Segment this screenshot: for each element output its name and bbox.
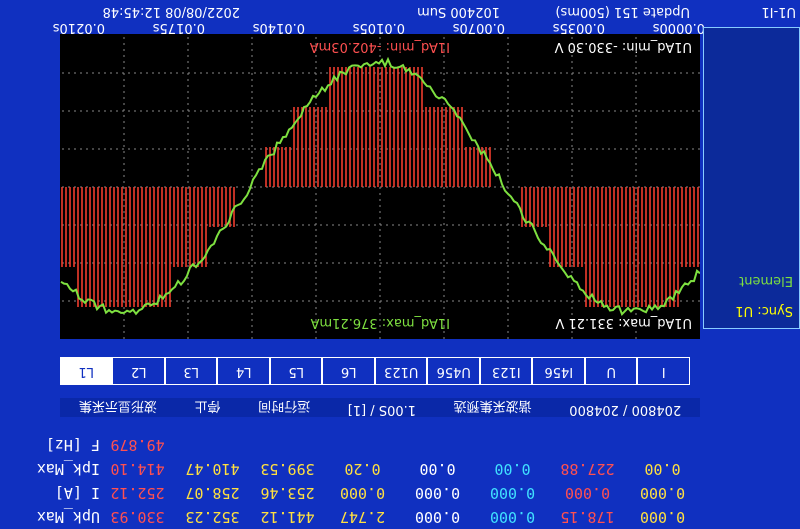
cell: 410.47 <box>175 460 250 478</box>
channel-tab[interactable]: I <box>638 357 691 385</box>
i-max: I1Ad_max: 376.21mA <box>310 315 450 330</box>
time-label: 0.0000s <box>653 20 705 35</box>
time-label: 0.0105s <box>353 20 405 35</box>
cell: 352.23 <box>175 508 250 526</box>
cell: 399.53 <box>250 460 325 478</box>
cell: 0.000 <box>400 484 475 502</box>
sum: 102400 Sum <box>417 4 500 19</box>
table-row: 0.00 227.88 0.00 0.00 0.20 399.53 410.47 414.10… <box>10 457 700 481</box>
control-item: 谐波采集预选 <box>454 398 532 417</box>
cell: 0.00 <box>475 460 550 478</box>
table-row: 0.000 178.15 0.000 0.000 2.747 441.12 352.23 33… <box>10 505 700 529</box>
cell: 252.12 <box>100 484 175 502</box>
time-label: 0.0035s <box>553 20 605 35</box>
update: Update 151 (500ms) <box>555 4 690 19</box>
control-item: 停止 <box>194 398 220 417</box>
channel-tab[interactable]: L6 <box>323 357 376 385</box>
channel-tab[interactable]: L4 <box>218 357 271 385</box>
channel-tab[interactable]: L5 <box>270 357 323 385</box>
row-label: I [A] <box>10 484 100 502</box>
cell: 0.000 <box>550 484 625 502</box>
cell: 0.000 <box>475 508 550 526</box>
table-row: 0.000 0.000 0.000 0.000 0.000 253.46 258.07 252… <box>10 481 700 505</box>
control-item: 1.00S / [1] <box>348 398 416 417</box>
cell: 2.747 <box>325 508 400 526</box>
cell: 414.10 <box>100 460 175 478</box>
channel-tab[interactable]: I123 <box>480 357 533 385</box>
cell: 0.20 <box>325 460 400 478</box>
table-row: 49.879 F [Hz] <box>10 433 700 457</box>
cell: 0.000 <box>400 508 475 526</box>
channel-tab[interactable]: U456 <box>428 357 481 385</box>
cell: 441.12 <box>250 508 325 526</box>
cell: 49.879 <box>100 436 175 454</box>
cell: 178.15 <box>550 508 625 526</box>
time-label: 0.0210s <box>53 20 105 35</box>
time-label: 0.0140s <box>253 20 305 35</box>
cell: 0.000 <box>325 484 400 502</box>
cell: 0.000 <box>625 508 700 526</box>
row-label: F [Hz] <box>10 436 100 454</box>
row-label: Ipk_Max <box>10 460 100 478</box>
channel-tab[interactable]: U123 <box>375 357 428 385</box>
channel-tabs: I U I456 I123 U456 U123 L6 L5 L4 L3 L2 L1 <box>60 357 690 385</box>
control-item: 204800 / 204800 <box>569 398 681 417</box>
row-label: Upk_Max <box>10 508 100 526</box>
cell: 0.00 <box>625 460 700 478</box>
cell: 0.00 <box>400 460 475 478</box>
time-label: 0.0175s <box>153 20 205 35</box>
measurement-table: 0.000 178.15 0.000 0.000 2.747 441.12 352.23 33… <box>10 433 700 529</box>
date: 2022/08/08 12:45:48 <box>103 4 240 19</box>
cell: 227.88 <box>550 460 625 478</box>
control-bar: 204800 / 204800 谐波采集预选 1.00S / [1] 运行时间 停止 波形… <box>60 398 700 417</box>
u-max: U1Ad_max: 331.21 V <box>555 315 692 330</box>
channel-tab[interactable]: L3 <box>165 357 218 385</box>
channel-tab[interactable]: L2 <box>113 357 166 385</box>
cell: 0.000 <box>475 484 550 502</box>
control-item: 波形显示采集 <box>79 398 157 417</box>
cell: 0.000 <box>625 484 700 502</box>
control-item: 运行时间 <box>258 398 310 417</box>
waveform-plot: U1Ad_max: 331.21 V I1Ad_max: 376.21mA U1… <box>60 34 700 339</box>
cell: 330.93 <box>100 508 175 526</box>
time-label: 0.0070s <box>453 20 505 35</box>
sync: Sync: U1 <box>735 303 793 318</box>
i-min: I1Ad_min: -402.03mA <box>310 39 450 54</box>
channel-tab[interactable]: I456 <box>533 357 586 385</box>
channel-tab[interactable]: L1 <box>60 357 113 385</box>
cell: 258.07 <box>175 484 250 502</box>
u-min: U1Ad_min: -330.30 V <box>554 39 692 54</box>
side-panel: Sync: U1 Element <box>703 27 800 329</box>
mode: U1-I1 <box>761 4 796 19</box>
element: Element <box>739 273 793 288</box>
cell: 253.46 <box>250 484 325 502</box>
channel-tab[interactable]: U <box>585 357 638 385</box>
